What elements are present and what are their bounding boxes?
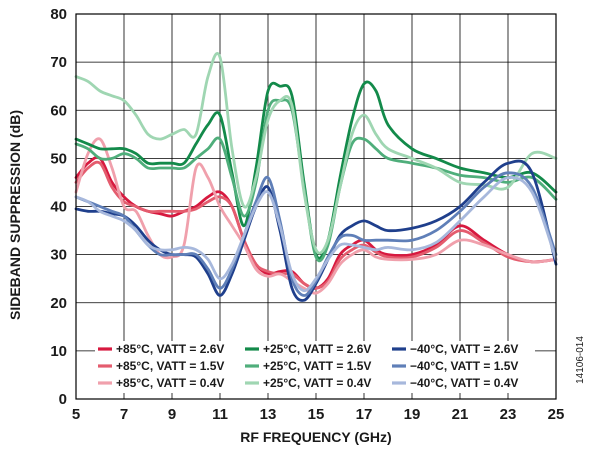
- series-lines: [74, 52, 558, 302]
- series-line-6: [74, 52, 558, 255]
- series-line-9: [74, 176, 558, 293]
- y-tick-label: 80: [50, 6, 67, 23]
- plot-frame: [75, 13, 557, 400]
- legend-label: −40°C, VATT = 1.5V: [410, 359, 518, 373]
- legend-label: +25°C, VATT = 0.4V: [263, 376, 371, 390]
- y-tick-label: 0: [59, 391, 67, 408]
- y-tick-label: 20: [50, 295, 67, 312]
- x-tick-label: 19: [404, 406, 421, 423]
- y-axis-label: SIDEBAND SUPPRESSION (dB): [7, 110, 23, 320]
- legend-label: +85°C, VATT = 0.4V: [116, 376, 224, 390]
- y-tick-label: 30: [50, 247, 67, 264]
- x-tick-label: 23: [500, 406, 517, 423]
- x-tick-label: 25: [548, 406, 565, 423]
- legend: +85°C, VATT = 2.6V +85°C, VATT = 1.5V +85°…: [95, 341, 535, 393]
- y-tick-label: 60: [50, 102, 67, 119]
- x-tick-label: 13: [260, 406, 277, 423]
- x-tick-label: 9: [168, 406, 176, 423]
- legend-label: −40°C, VATT = 0.4V: [410, 376, 518, 390]
- x-tick-label: 5: [72, 406, 80, 423]
- y-tick-label: 40: [50, 199, 67, 216]
- figure-id: 14106-014: [575, 336, 586, 384]
- series-line-4: [74, 80, 558, 260]
- legend-background: [95, 341, 535, 393]
- x-tick-label: 11: [212, 406, 228, 423]
- series-line-2: [74, 160, 558, 290]
- y-tick-label: 10: [50, 343, 67, 360]
- legend-label: −40°C, VATT = 2.6V: [410, 342, 518, 356]
- legend-label: +25°C, VATT = 2.6V: [263, 342, 371, 356]
- x-axis-ticks: 5 7 9 11 13 15 17 19 21 23 25: [72, 406, 565, 423]
- legend-label: +25°C, VATT = 1.5V: [263, 359, 371, 373]
- x-tick-label: 17: [356, 406, 373, 423]
- y-tick-label: 50: [50, 150, 67, 167]
- series-line-5: [74, 98, 558, 263]
- legend-label: +85°C, VATT = 1.5V: [116, 359, 224, 373]
- y-axis-ticks: 0 10 20 30 40 50 60 70 80: [50, 6, 67, 408]
- x-tick-label: 21: [452, 406, 469, 423]
- x-axis-label: RF FREQUENCY (GHz): [240, 429, 391, 445]
- x-tick-label: 7: [120, 406, 128, 423]
- y-tick-label: 70: [50, 54, 67, 71]
- x-tick-label: 15: [308, 406, 325, 423]
- series-line-3: [74, 137, 558, 295]
- legend-label: +85°C, VATT = 2.6V: [116, 342, 224, 356]
